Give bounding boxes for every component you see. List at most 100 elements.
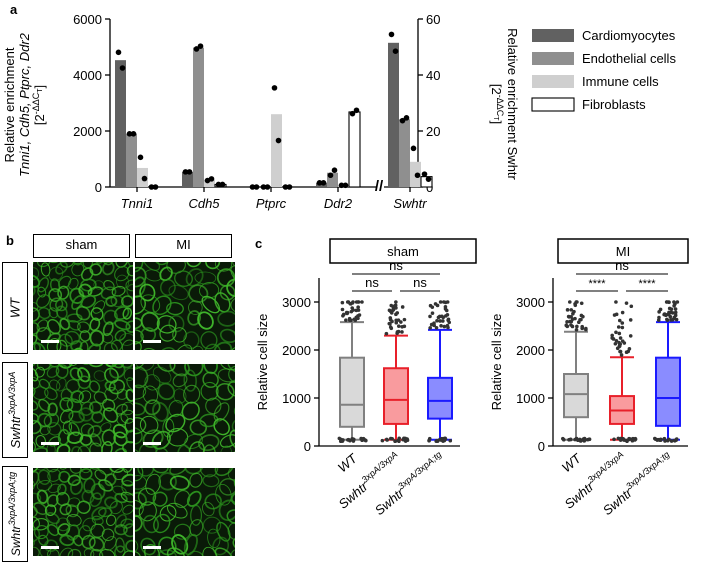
cell-membrane: [66, 313, 83, 323]
cell-membrane: [188, 284, 209, 303]
cell-membrane: [119, 332, 133, 346]
outlier-point: [347, 316, 352, 321]
outlier-point: [347, 318, 352, 322]
data-point: [353, 107, 360, 114]
outlier-point: [435, 303, 440, 308]
cell-membrane: [226, 278, 235, 298]
cell-membrane: [140, 294, 161, 313]
outlier-point: [438, 437, 442, 442]
outlier-point: [428, 314, 432, 319]
scale-bar: [143, 546, 161, 549]
outlier-point: [568, 319, 572, 324]
cell-membrane: [158, 472, 177, 491]
outlier-point: [673, 302, 677, 306]
cell-membrane: [135, 499, 144, 518]
outlier-point: [439, 438, 444, 442]
cell-membrane: [56, 443, 71, 452]
cell-membrane: [101, 528, 115, 542]
data-point: [338, 182, 345, 189]
cell-membrane: [71, 262, 84, 266]
outlier-point: [349, 309, 354, 314]
outlier-point: [394, 306, 398, 310]
cell-membrane: [46, 494, 59, 508]
data-point: [275, 137, 282, 144]
outlier-point: [667, 437, 671, 442]
legend-swatch: [531, 97, 575, 112]
outlier-point: [669, 307, 674, 311]
outlier-point: [580, 324, 585, 329]
data-point: [126, 131, 133, 137]
cell-membrane: [36, 364, 52, 371]
outlier-point: [612, 313, 617, 317]
significance-label: ns: [413, 275, 427, 290]
row-header-swhtr: Swhtr3xpA/3xpA: [2, 362, 28, 458]
outlier-point: [346, 438, 350, 442]
outlier-point: [617, 344, 622, 349]
cell-membrane: [109, 364, 126, 379]
outlier-point: [360, 300, 364, 304]
cell-membrane: [158, 536, 177, 556]
outlier-point: [388, 316, 393, 320]
cell-membrane: [120, 295, 133, 308]
cell-membrane: [166, 502, 188, 519]
cell-membrane: [87, 286, 104, 297]
box-y-tick-label: 2000: [282, 343, 311, 358]
cell-membrane: [194, 271, 217, 285]
cell-membrane: [35, 434, 47, 448]
cell-membrane: [33, 419, 42, 435]
outlier-point: [567, 437, 571, 442]
cell-membrane: [200, 381, 219, 401]
cell-membrane: [92, 300, 106, 314]
cell-membrane: [152, 491, 168, 507]
outlier-point: [443, 437, 448, 441]
outlier-point: [399, 320, 403, 324]
data-point: [249, 184, 256, 190]
outlier-point: [364, 438, 368, 443]
cell-membrane: [122, 307, 133, 320]
outlier-point: [673, 307, 678, 311]
outlier-point: [341, 438, 345, 442]
outlier-point: [344, 318, 348, 322]
cell-membrane: [71, 445, 83, 452]
outlier-point: [389, 311, 394, 315]
outlier-point: [432, 323, 437, 328]
cell-membrane: [197, 434, 220, 452]
data-point: [320, 180, 327, 186]
outlier-point: [443, 305, 448, 309]
cell-membrane: [185, 268, 204, 287]
outlier-point: [445, 300, 450, 304]
cell-membrane: [199, 468, 219, 478]
outlier-point: [667, 312, 671, 316]
cell-membrane: [181, 401, 200, 421]
box-y-tick-label: 1000: [282, 391, 311, 406]
micrograph-swhtr-sham: [33, 364, 133, 452]
cell-membrane: [97, 468, 113, 476]
bar-tnni1-1: [126, 133, 137, 187]
cell-membrane: [46, 338, 62, 350]
cell-membrane: [103, 342, 118, 350]
bar-tnni1-0: [115, 60, 126, 187]
cell-membrane: [230, 265, 235, 283]
outlier-point: [618, 342, 623, 346]
outlier-point: [390, 437, 394, 441]
micrograph-texture: [33, 468, 133, 556]
cell-membrane: [90, 523, 105, 538]
outlier-point: [396, 438, 401, 443]
outlier-point: [443, 436, 447, 441]
outlier-point: [435, 439, 440, 444]
left-y-label-line2: Tnni1, Cdh5, Ptprc, Ddr2: [17, 32, 32, 177]
outlier-point: [350, 437, 355, 441]
outlier-point: [389, 326, 394, 331]
cell-membrane: [79, 434, 93, 446]
cell-membrane: [230, 491, 235, 508]
cell-membrane: [200, 331, 218, 350]
cell-membrane: [202, 474, 220, 488]
cell-membrane: [70, 390, 84, 404]
outlier-point: [351, 439, 356, 443]
outlier-point: [619, 353, 624, 357]
outlier-point: [391, 305, 396, 310]
outlier-point: [652, 436, 657, 441]
outlier-point: [435, 438, 439, 443]
cell-membrane: [99, 549, 116, 556]
cell-membrane: [219, 434, 235, 448]
